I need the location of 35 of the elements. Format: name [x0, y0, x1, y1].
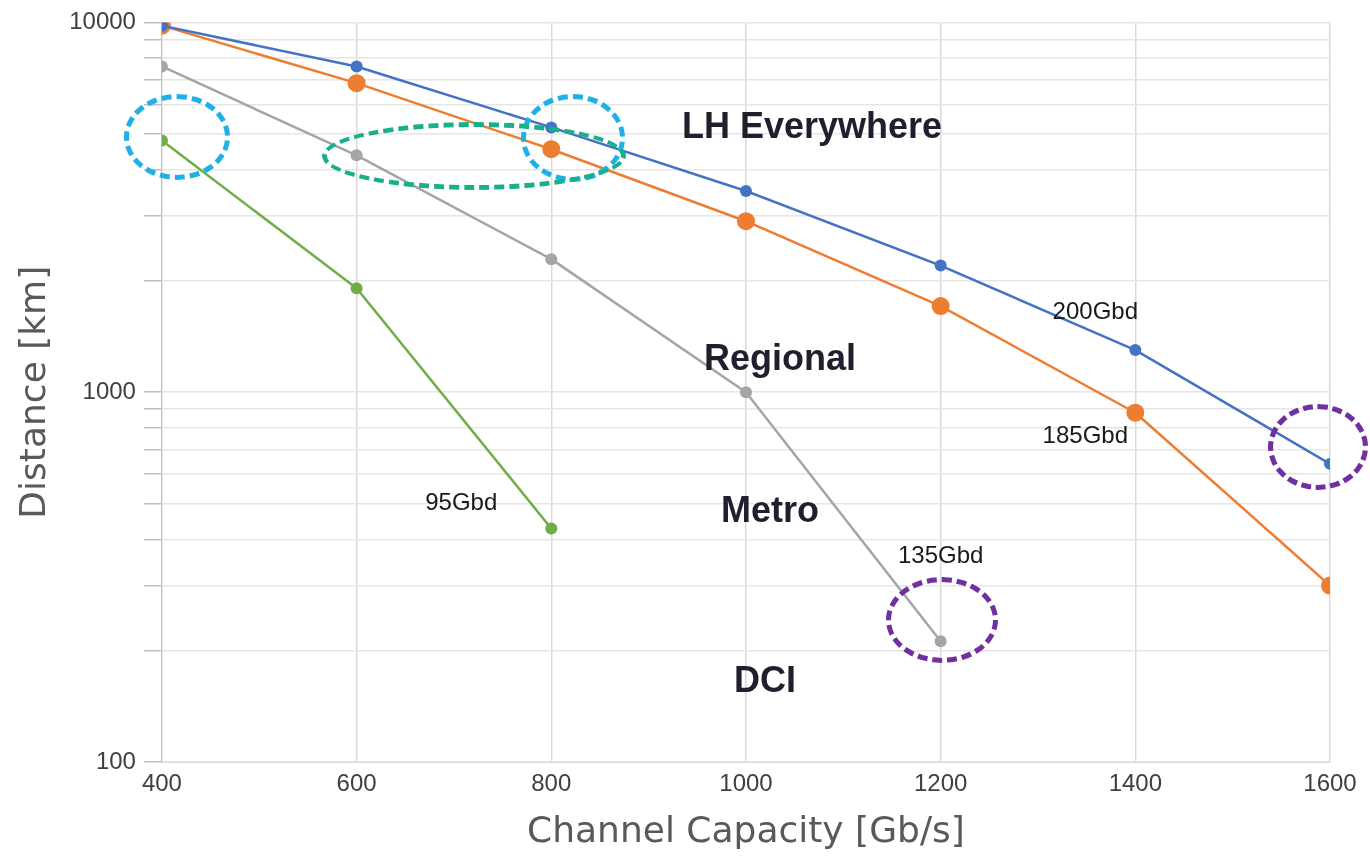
- point: [545, 253, 558, 266]
- point: [739, 185, 752, 197]
- y-tick-label: 1000: [82, 376, 136, 404]
- series-label: 135Gbd: [897, 540, 984, 568]
- point: [934, 635, 947, 648]
- annotation: DCI: [734, 658, 796, 700]
- point: [350, 60, 363, 73]
- y-tick-label: 100: [95, 746, 136, 774]
- y-tick-label: 10000: [69, 7, 136, 35]
- x-tick-label: 600: [336, 769, 377, 797]
- point: [350, 282, 363, 295]
- point: [736, 212, 755, 231]
- point: [545, 522, 558, 535]
- x-tick-label: 400: [141, 769, 182, 797]
- x-tick-label: 1000: [719, 769, 773, 797]
- x-tick-label: 800: [531, 769, 572, 797]
- x-tick-label: 1200: [913, 769, 968, 797]
- x-axis-title: Channel Capacity [Gb/s]: [527, 808, 965, 850]
- series-label: 200Gbd: [1052, 296, 1139, 324]
- point: [931, 297, 950, 316]
- y-axis-title: Distance [km]: [11, 265, 53, 519]
- point: [542, 140, 561, 159]
- point: [350, 149, 363, 162]
- x-tick-label: 1600: [1303, 769, 1357, 797]
- series-label: 95Gbd: [425, 488, 498, 516]
- point: [1129, 344, 1142, 357]
- annotation: LH Everywhere: [681, 104, 943, 146]
- point: [739, 386, 752, 399]
- x-tick-label: 1400: [1108, 769, 1163, 797]
- annotation: Regional: [703, 336, 857, 378]
- point: [934, 259, 947, 272]
- series-label: 185Gbd: [1042, 421, 1129, 449]
- point: [1126, 403, 1145, 422]
- annotation: Metro: [721, 488, 819, 530]
- point: [347, 74, 366, 93]
